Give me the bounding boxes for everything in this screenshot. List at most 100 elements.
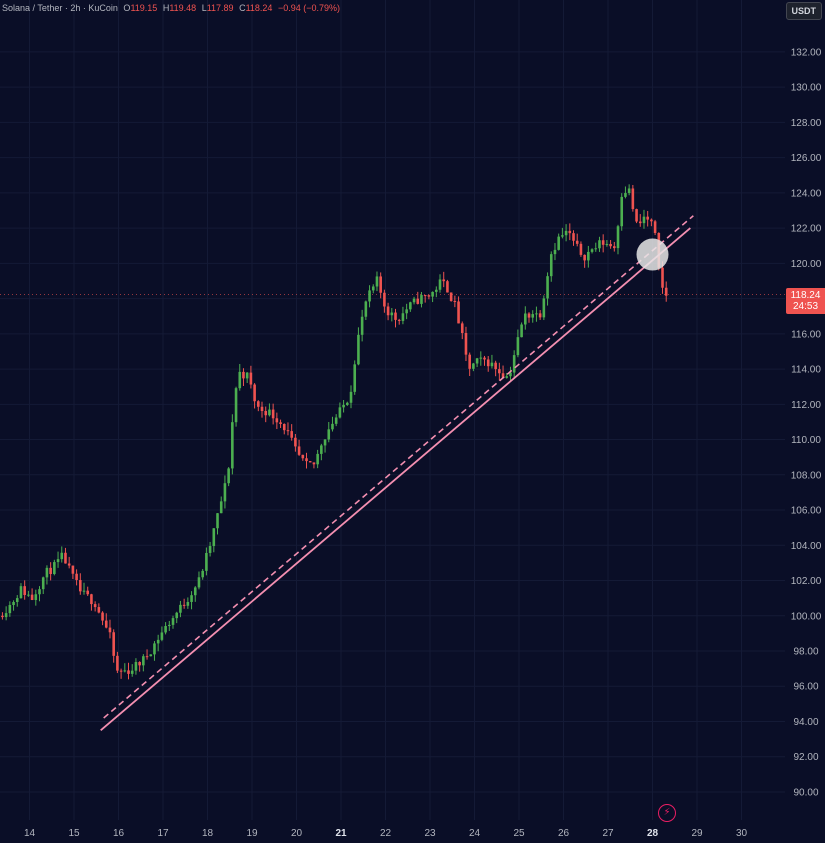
price-tick-label: 128.00: [791, 118, 822, 129]
candle-body: [253, 384, 256, 402]
candle-body: [501, 373, 505, 378]
currency-button[interactable]: USDT: [785, 2, 822, 20]
candle-body: [375, 276, 379, 287]
lightning-icon[interactable]: ⚡: [658, 804, 676, 822]
trendlines: [100, 215, 694, 731]
price-tick-label: 106.00: [791, 506, 822, 517]
time-tick-label: 25: [513, 828, 525, 839]
candle-body: [64, 552, 67, 564]
candle-body: [231, 422, 234, 469]
candle-body: [624, 193, 627, 197]
candle-body: [438, 279, 442, 290]
candle-body: [257, 401, 260, 407]
candle-body: [67, 563, 71, 566]
price-tick-label: 112.00: [791, 400, 821, 411]
candle-body: [49, 567, 52, 575]
candle-body: [223, 483, 227, 502]
ohlc-low-value: 117.89: [206, 3, 234, 13]
time-tick-label: 24: [469, 828, 481, 839]
candle-body: [271, 409, 275, 419]
candle-body: [130, 670, 134, 674]
candle-body: [486, 359, 490, 367]
candle-body: [41, 577, 45, 590]
candle-body: [364, 301, 368, 317]
candle-body: [38, 589, 41, 595]
candle-body: [142, 656, 145, 666]
symbol-legend: Solana / Tether · 2h · KuCoin O119.15 H1…: [2, 3, 340, 13]
candle-body: [505, 376, 509, 378]
price-tick-label: 124.00: [791, 188, 822, 199]
price-axis[interactable]: [785, 0, 825, 843]
candle-body: [108, 627, 112, 633]
candle-body: [79, 580, 82, 592]
time-tick-label: 15: [68, 828, 80, 839]
candle-body: [82, 590, 86, 592]
candle-body: [119, 670, 123, 672]
candle-body: [371, 286, 375, 291]
candle-body: [290, 431, 293, 438]
time-tick-label: 23: [424, 828, 436, 839]
candle-body: [546, 276, 549, 299]
candle-body: [346, 402, 349, 405]
candle-body: [205, 552, 208, 571]
candle-body: [134, 662, 138, 671]
ohlc-open-label: O: [123, 3, 131, 13]
candle-body: [664, 287, 668, 296]
support-trendline[interactable]: [100, 227, 691, 731]
price-tick-label: 108.00: [791, 470, 822, 481]
candle-body: [19, 586, 23, 599]
candle-body: [112, 632, 115, 656]
candle-body: [138, 662, 141, 666]
price-tick-label: 130.00: [791, 83, 822, 94]
ohlc-high-value: 119.48: [169, 3, 197, 13]
candle-body: [15, 598, 19, 603]
candle-body: [104, 620, 108, 628]
candle-body: [34, 594, 38, 601]
ohlc-close-label: C: [239, 3, 246, 13]
candle-body: [464, 333, 468, 355]
candle-body: [642, 216, 646, 224]
candle-body: [53, 562, 56, 575]
candle-body: [323, 439, 327, 446]
candle-body: [620, 196, 624, 227]
candle-body: [627, 188, 631, 194]
candle-body: [145, 656, 149, 658]
price-tick-label: 104.00: [791, 541, 822, 552]
candle-body: [564, 230, 568, 236]
candle-body: [45, 567, 49, 578]
candle-body: [338, 407, 342, 418]
candle-body: [616, 226, 620, 249]
candle-body: [357, 334, 360, 365]
candle-body: [193, 587, 197, 596]
candle-body: [23, 586, 26, 596]
candle-body: [127, 670, 130, 674]
time-axis-labels: 14 15 16 17 18 19 20 21 22 23 24 25 26 27 28 29 30: [24, 828, 748, 839]
time-tick-label: 22: [380, 828, 392, 839]
candle-body: [149, 654, 153, 657]
price-tick-label: 126.00: [791, 153, 822, 164]
support-trendline-dashed[interactable]: [103, 215, 694, 719]
candle-body: [12, 602, 15, 606]
ohlc-high-label: H: [162, 3, 170, 13]
candle-body: [168, 624, 171, 627]
candle-body: [219, 501, 223, 514]
time-tick-label: 19: [246, 828, 258, 839]
price-tick-label: 120.00: [791, 259, 822, 270]
price-tick-label: 116.00: [791, 329, 821, 340]
candle-body: [286, 430, 290, 432]
candle-body: [201, 570, 204, 578]
ohlc-close-value: 118.24: [245, 3, 273, 13]
time-tick-label: 16: [113, 828, 125, 839]
grid: [0, 0, 785, 820]
candle-body: [275, 418, 279, 423]
candle-body: [60, 552, 64, 560]
candle-body: [164, 626, 167, 633]
candle-body: [397, 319, 401, 321]
candle-body: [494, 362, 497, 370]
candle-body: [264, 411, 268, 416]
symbol-title: Solana / Tether · 2h · KuCoin: [2, 3, 118, 13]
candle-body: [575, 240, 579, 244]
candle-body: [86, 590, 90, 595]
